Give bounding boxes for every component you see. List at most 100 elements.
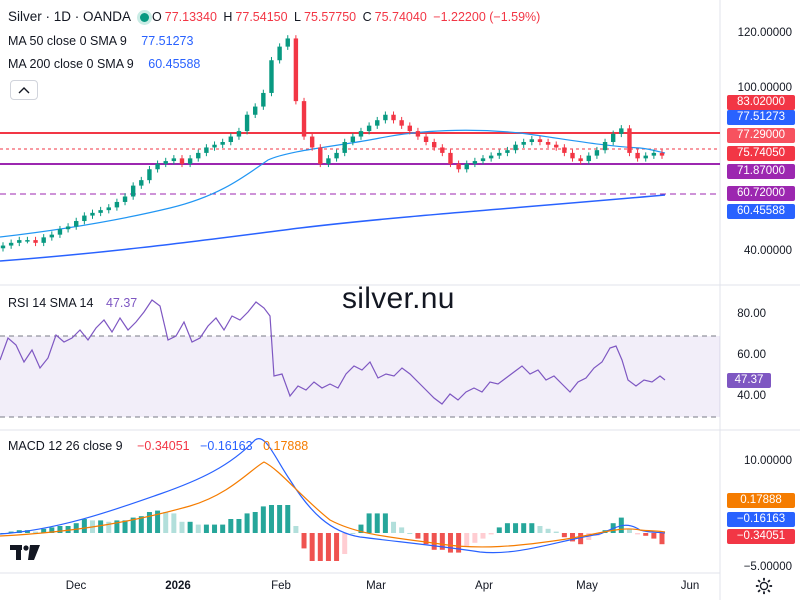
macd-histogram-bar[interactable] [350,533,356,534]
candle-body[interactable] [17,240,22,243]
candle-body[interactable] [139,180,144,186]
macd-histogram-bar[interactable] [171,513,177,533]
candle-body[interactable] [25,240,30,242]
candle-body[interactable] [33,240,38,243]
candle-body[interactable] [171,158,177,162]
collapse-legend-button[interactable] [10,80,38,100]
candle-body[interactable] [554,144,559,148]
candle-body[interactable] [545,142,551,145]
macd-histogram-bar[interactable] [488,533,494,535]
candle-body[interactable] [366,125,372,132]
macd-histogram-bar[interactable] [529,523,535,533]
macd-histogram-bar[interactable] [228,519,234,533]
symbol-title[interactable]: Silver · 1D · OANDA [8,9,132,24]
candle-body[interactable] [635,152,640,159]
candle-body[interactable] [163,161,168,164]
macd-histogram-bar[interactable] [163,512,169,533]
macd-histogram-bar[interactable] [325,533,331,561]
macd-histogram-bar[interactable] [553,531,559,533]
candle-body[interactable] [342,142,347,153]
candle-body[interactable] [0,245,6,249]
candle-body[interactable] [301,101,307,137]
settings-gear-icon[interactable] [755,577,773,595]
macd-histogram-bar[interactable] [260,506,266,533]
candle-body[interactable] [619,128,624,134]
candle-body[interactable] [643,155,648,159]
candle-body[interactable] [578,158,583,162]
candle-body[interactable] [562,147,567,153]
macd-histogram-bar[interactable] [407,533,413,534]
ma50-legend[interactable]: MA 50 close 0 SMA 9 77.51273 [8,34,196,48]
candle-body[interactable] [448,152,453,164]
macd-histogram-bar[interactable] [122,520,128,533]
candle-body[interactable] [285,38,290,47]
candle-body[interactable] [98,210,103,213]
macd-histogram-bar[interactable] [464,533,470,547]
rsi-legend[interactable]: RSI 14 SMA 14 47.37 [8,296,140,310]
candle-body[interactable] [261,92,266,107]
candle-body[interactable] [65,226,71,230]
candle-body[interactable] [464,163,469,170]
macd-histogram-bar[interactable] [504,523,510,533]
candle-body[interactable] [570,152,575,159]
rsi-line[interactable] [0,299,666,405]
candle-body[interactable] [179,158,185,164]
candle-body[interactable] [122,196,128,202]
macd-histogram-bar[interactable] [570,533,576,542]
candle-body[interactable] [130,185,136,197]
candle-body[interactable] [293,38,299,102]
macd-histogram-bar[interactable] [423,533,429,545]
macd-histogram-bar[interactable] [334,533,340,561]
macd-histogram-bar[interactable] [358,524,364,533]
candle-body[interactable] [358,131,364,137]
macd-histogram-bar[interactable] [521,523,527,533]
candle-body[interactable] [415,131,421,137]
candle-body[interactable] [114,201,120,208]
macd-histogram[interactable] [0,505,665,561]
candle-body[interactable] [521,142,526,145]
candle-body[interactable] [204,147,209,153]
macd-histogram-bar[interactable] [65,526,71,533]
macd-histogram-bar[interactable] [98,520,104,533]
macd-histogram-bar[interactable] [212,524,218,533]
macd-histogram-bar[interactable] [317,533,323,561]
candle-body[interactable] [155,163,160,170]
candle-body[interactable] [391,114,396,121]
macd-histogram-bar[interactable] [187,521,193,533]
macd-histogram-bar[interactable] [635,533,641,535]
macd-histogram-bar[interactable] [195,524,201,533]
candle-body[interactable] [480,158,486,162]
macd-histogram-bar[interactable] [537,526,543,533]
candle-body[interactable] [586,155,591,162]
candle-body[interactable] [334,152,339,159]
macd-histogram-bar[interactable] [309,533,315,561]
macd-histogram-bar[interactable] [220,524,226,533]
candle-body[interactable] [456,163,461,170]
candle-body[interactable] [472,161,478,164]
candle-body[interactable] [375,120,380,126]
candle-body[interactable] [610,133,616,142]
macd-histogram-bar[interactable] [626,528,632,533]
macd-histogram-bar[interactable] [651,533,657,539]
candle-body[interactable] [627,128,632,153]
macd-histogram-bar[interactable] [73,523,79,533]
candle-body[interactable] [244,114,250,132]
tradingview-logo-icon[interactable] [10,543,40,563]
candle-body[interactable] [318,147,323,164]
macd-histogram-bar[interactable] [659,533,665,545]
macd-histogram-bar[interactable] [114,520,120,533]
candle-body[interactable] [187,158,193,164]
candle-body[interactable] [147,169,152,181]
macd-histogram-bar[interactable] [277,505,283,533]
macd-histogram-bar[interactable] [480,533,486,539]
candle-body[interactable] [350,136,356,142]
macd-histogram-bar[interactable] [391,521,397,533]
candle-body[interactable] [537,139,543,142]
candle-body[interactable] [407,125,412,132]
macd-histogram-bar[interactable] [447,533,453,553]
macd-histogram-bar[interactable] [301,533,307,549]
candle-body[interactable] [74,221,79,227]
macd-histogram-bar[interactable] [41,528,47,533]
candle-body[interactable] [423,136,429,142]
